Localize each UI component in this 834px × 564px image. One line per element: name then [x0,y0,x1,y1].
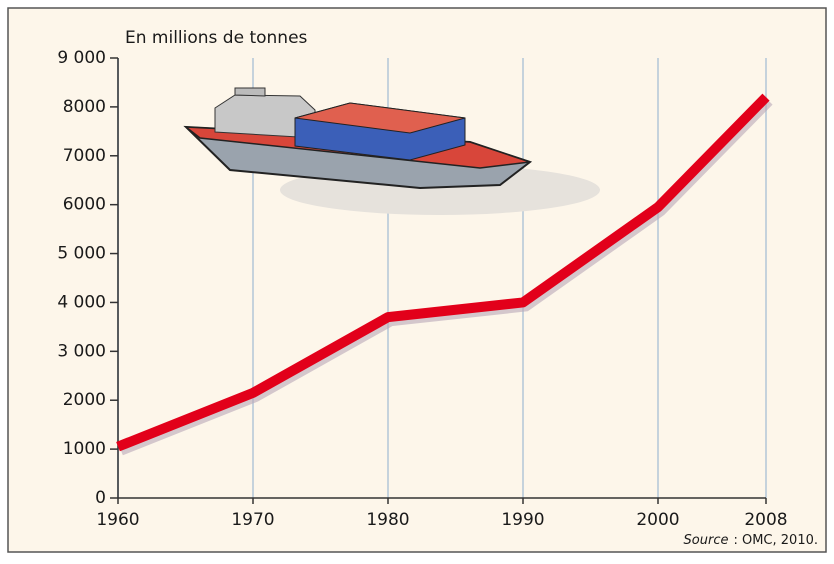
source-text: : OMC, 2010. [733,533,818,548]
source-note: Source : OMC, 2010. [684,533,818,548]
x-tick-label: 1990 [501,510,544,530]
frame [8,8,826,552]
y-tick-label: 0 [95,488,106,508]
source-label: Source [684,533,729,548]
x-tick-label: 1980 [366,510,409,530]
x-tick-label: 2008 [744,510,787,530]
y-tick-label: 8000 [63,97,106,117]
y-tick-label: 5 000 [57,244,106,264]
x-tick-label: 1960 [96,510,139,530]
y-tick-label: 3 000 [57,341,106,361]
y-tick-label: 6000 [63,195,106,215]
y-tick-label: 2000 [63,390,106,410]
ship-mast [235,88,265,96]
x-tick-label: 2000 [636,510,679,530]
y-tick-label: 9 000 [57,48,106,68]
x-tick-label: 1970 [231,510,274,530]
y-tick-label: 7000 [63,146,106,166]
y-tick-label: 4 000 [57,292,106,312]
y-tick-label: 1000 [63,439,106,459]
y-axis-label: En millions de tonnes [125,28,308,48]
chart: En millions de tonnes Source : OMC, 2010.… [0,0,834,560]
